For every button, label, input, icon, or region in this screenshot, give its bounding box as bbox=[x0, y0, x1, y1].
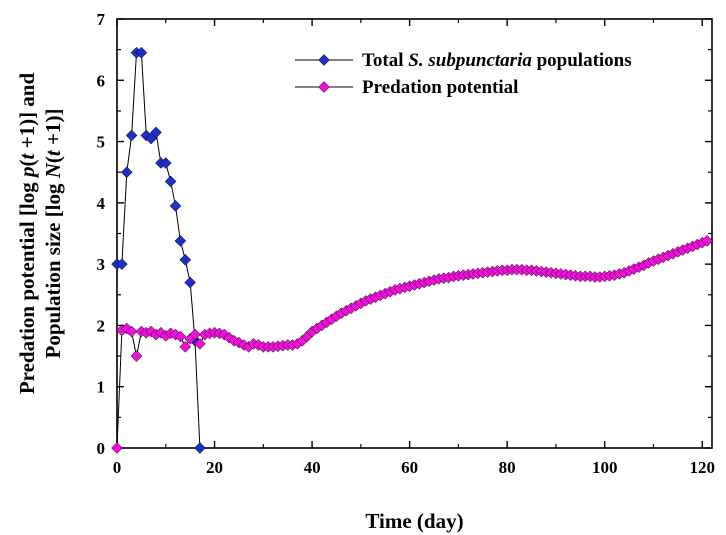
y-tick-label: 6 bbox=[97, 71, 106, 90]
data-point bbox=[135, 46, 148, 59]
data-point bbox=[111, 442, 123, 454]
y-axis-title-line1-part: +1)] and bbox=[15, 73, 39, 154]
y-axis-title-line1-part: ( bbox=[15, 159, 39, 166]
y-tick-label: 4 bbox=[97, 194, 106, 213]
plot-series bbox=[111, 46, 713, 454]
legend-entry: Total S. subpunctaria populations bbox=[362, 50, 632, 71]
y-tick-label: 3 bbox=[97, 255, 106, 274]
data-point bbox=[116, 258, 128, 270]
axis-titles: Time (day) Predation potential [log p(t +… bbox=[15, 73, 464, 533]
data-point bbox=[130, 350, 143, 362]
legend-entry: Predation potential bbox=[362, 77, 518, 98]
y-axis-title-line1-part: t bbox=[15, 152, 39, 159]
y-axis-title-line1: Predation potential [log p(t +1)] and bbox=[15, 73, 39, 395]
data-point bbox=[223, 331, 236, 344]
data-point bbox=[174, 330, 187, 343]
data-point bbox=[169, 200, 182, 212]
legend-entry-part: S. subpunctaria bbox=[408, 50, 532, 71]
data-point bbox=[120, 166, 133, 179]
y-tick-label: 2 bbox=[97, 316, 106, 335]
y-axis-title-line2-part: Population size [log bbox=[41, 178, 65, 358]
data-point bbox=[179, 253, 192, 266]
data-point bbox=[120, 322, 133, 335]
data-point bbox=[174, 235, 187, 247]
data-point bbox=[194, 337, 206, 350]
y-axis-title-line2: Population size [log N(t +1)] bbox=[41, 109, 65, 359]
series-line bbox=[117, 52, 201, 449]
y-tick-label: 5 bbox=[97, 133, 106, 152]
legend: Total S. subpunctaria populations Predati… bbox=[295, 50, 632, 98]
data-point bbox=[125, 325, 138, 338]
x-axis-title: Time (day) bbox=[365, 509, 463, 533]
x-tick-label: 40 bbox=[304, 458, 321, 477]
y-tick-label: 0 bbox=[97, 439, 106, 458]
legend-entry-part: populations bbox=[532, 50, 632, 71]
y-axis-title-line2-part: +1)] bbox=[41, 109, 65, 151]
x-tick-label: 120 bbox=[689, 458, 715, 477]
y-tick-label: 1 bbox=[97, 378, 106, 397]
axes: 0 1 2 3 4 5 6 7 0 20 40 60 80 100 120 bbox=[97, 10, 715, 477]
y-axis-title-line1-part: p bbox=[15, 166, 39, 179]
data-point bbox=[194, 442, 206, 454]
y-axis-title-line2-part: N bbox=[41, 162, 65, 179]
data-point bbox=[184, 276, 197, 289]
x-tick-label: 20 bbox=[206, 458, 223, 477]
data-point bbox=[159, 157, 172, 169]
y-axis-title-line1-part: Predation potential [log bbox=[15, 177, 39, 394]
y-tick-label: 7 bbox=[97, 10, 106, 29]
y-axis-title-line2-part: ( bbox=[41, 156, 65, 163]
x-tick-label: 0 bbox=[113, 458, 122, 477]
data-point bbox=[179, 341, 192, 353]
x-tick-label: 60 bbox=[401, 458, 418, 477]
data-point bbox=[164, 175, 177, 188]
x-tick-label: 80 bbox=[499, 458, 516, 477]
data-point bbox=[189, 328, 201, 341]
data-point bbox=[125, 129, 138, 142]
data-point bbox=[701, 235, 713, 247]
series-0 bbox=[111, 46, 206, 454]
data-point bbox=[150, 126, 162, 139]
x-tick-label: 100 bbox=[592, 458, 618, 477]
legend-marker bbox=[318, 81, 330, 93]
y-axis-title-line2-part: t bbox=[41, 149, 65, 156]
series-1 bbox=[111, 235, 713, 454]
legend-marker bbox=[318, 54, 330, 66]
legend-entry-part: Total bbox=[362, 50, 408, 71]
